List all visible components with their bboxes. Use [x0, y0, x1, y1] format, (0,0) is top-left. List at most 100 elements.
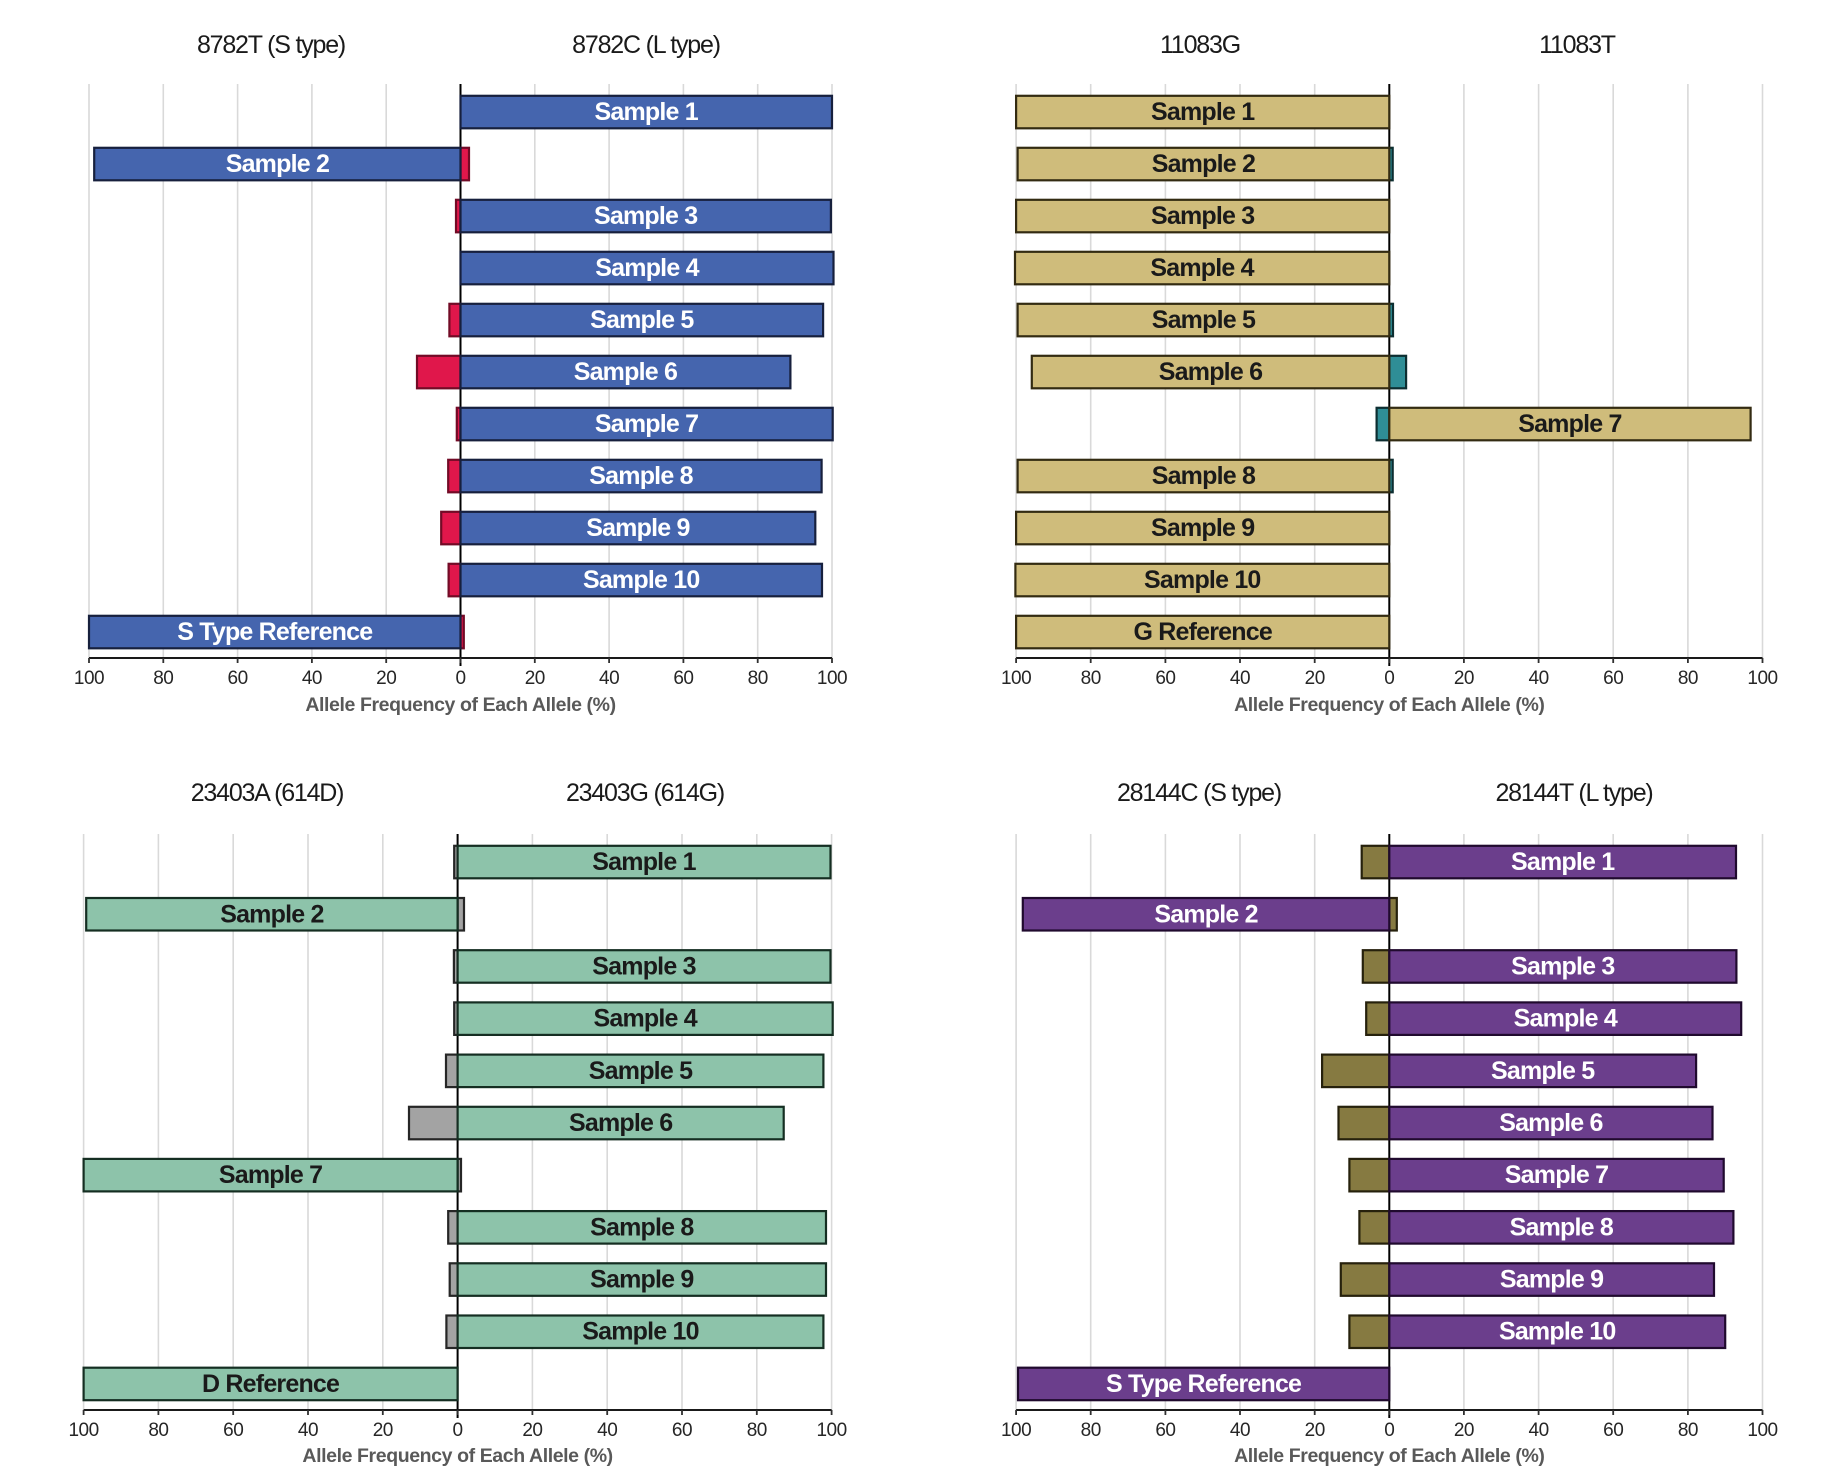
- svg-text:Sample 3: Sample 3: [592, 953, 695, 981]
- svg-text:Sample 8: Sample 8: [1510, 1213, 1614, 1241]
- svg-text:60: 60: [1155, 668, 1175, 689]
- svg-text:Sample 9: Sample 9: [590, 1266, 693, 1294]
- svg-text:Sample 4: Sample 4: [595, 254, 699, 282]
- svg-text:Sample 2: Sample 2: [226, 150, 329, 178]
- svg-text:Allele Frequency of Each Allel: Allele Frequency of Each Allele (%): [1234, 694, 1544, 716]
- svg-text:D Reference: D Reference: [202, 1370, 340, 1398]
- svg-text:40: 40: [298, 1420, 318, 1441]
- svg-text:G Reference: G Reference: [1133, 618, 1272, 646]
- svg-text:Sample 5: Sample 5: [590, 306, 694, 334]
- svg-text:100: 100: [74, 668, 104, 689]
- svg-text:0: 0: [1384, 1420, 1394, 1441]
- svg-text:Sample 1: Sample 1: [1511, 848, 1615, 876]
- svg-text:Sample 7: Sample 7: [219, 1161, 322, 1189]
- svg-text:S Type Reference: S Type Reference: [177, 618, 373, 646]
- svg-text:Sample 4: Sample 4: [594, 1005, 698, 1033]
- svg-text:40: 40: [1230, 1420, 1250, 1441]
- svg-text:Sample 4: Sample 4: [1514, 1005, 1618, 1033]
- svg-text:40: 40: [599, 668, 619, 689]
- svg-text:8782T (S type): 8782T (S type): [197, 31, 345, 59]
- svg-text:Sample 9: Sample 9: [1500, 1266, 1603, 1294]
- svg-text:Sample 2: Sample 2: [1152, 150, 1255, 178]
- svg-text:100: 100: [1747, 1420, 1777, 1441]
- svg-text:80: 80: [1081, 668, 1101, 689]
- svg-text:Sample 7: Sample 7: [1505, 1161, 1608, 1189]
- svg-text:0: 0: [1384, 668, 1394, 689]
- svg-text:Sample 5: Sample 5: [1152, 306, 1256, 334]
- svg-text:80: 80: [1678, 1420, 1698, 1441]
- svg-text:Sample 6: Sample 6: [574, 358, 677, 386]
- svg-text:40: 40: [1529, 1420, 1549, 1441]
- svg-text:20: 20: [1454, 668, 1474, 689]
- svg-text:60: 60: [1603, 668, 1623, 689]
- svg-text:60: 60: [673, 668, 693, 689]
- svg-text:100: 100: [1001, 668, 1031, 689]
- svg-text:Sample 5: Sample 5: [1491, 1057, 1595, 1085]
- svg-text:Sample 6: Sample 6: [1159, 358, 1262, 386]
- svg-text:60: 60: [223, 1420, 243, 1441]
- svg-text:20: 20: [1305, 1420, 1325, 1441]
- svg-text:Sample 9: Sample 9: [586, 514, 689, 542]
- svg-text:20: 20: [522, 1420, 542, 1441]
- svg-text:28144T (L type): 28144T (L type): [1495, 779, 1652, 807]
- svg-text:80: 80: [1081, 1420, 1101, 1441]
- svg-text:40: 40: [1529, 668, 1549, 689]
- svg-text:Sample 7: Sample 7: [595, 410, 698, 438]
- svg-text:80: 80: [747, 1420, 767, 1441]
- svg-text:Sample 4: Sample 4: [1150, 254, 1254, 282]
- svg-text:20: 20: [373, 1420, 393, 1441]
- svg-text:100: 100: [1001, 1420, 1031, 1441]
- svg-text:100: 100: [68, 1420, 98, 1441]
- svg-text:60: 60: [228, 668, 248, 689]
- svg-text:0: 0: [455, 668, 465, 689]
- svg-text:11083G: 11083G: [1160, 31, 1240, 59]
- svg-text:100: 100: [816, 1420, 846, 1441]
- svg-text:Sample 2: Sample 2: [220, 900, 323, 928]
- svg-text:60: 60: [1603, 1420, 1623, 1441]
- svg-text:Sample 8: Sample 8: [1152, 462, 1256, 490]
- svg-text:80: 80: [1678, 668, 1698, 689]
- svg-text:28144C (S type): 28144C (S type): [1117, 779, 1281, 807]
- svg-text:Allele Frequency of Each Allel: Allele Frequency of Each Allele (%): [1234, 1445, 1544, 1467]
- svg-text:Sample 8: Sample 8: [589, 462, 693, 490]
- svg-text:60: 60: [1155, 1420, 1175, 1441]
- svg-text:Sample 1: Sample 1: [1151, 98, 1255, 126]
- svg-text:80: 80: [153, 668, 173, 689]
- svg-text:23403G (614G): 23403G (614G): [566, 779, 724, 807]
- svg-text:Sample 6: Sample 6: [1499, 1109, 1602, 1137]
- svg-text:11083T: 11083T: [1539, 31, 1616, 59]
- svg-text:8782C (L type): 8782C (L type): [572, 31, 720, 59]
- svg-text:Sample 3: Sample 3: [1151, 202, 1254, 230]
- svg-text:60: 60: [672, 1420, 692, 1441]
- svg-text:Sample 2: Sample 2: [1154, 900, 1257, 928]
- svg-text:Sample 10: Sample 10: [1144, 566, 1260, 594]
- svg-text:Sample 1: Sample 1: [595, 98, 699, 126]
- svg-text:100: 100: [817, 668, 847, 689]
- svg-text:20: 20: [525, 668, 545, 689]
- svg-text:Sample 6: Sample 6: [569, 1109, 672, 1137]
- svg-text:Sample 10: Sample 10: [583, 566, 699, 594]
- svg-text:Allele Frequency of Each Allel: Allele Frequency of Each Allele (%): [302, 1445, 612, 1467]
- svg-text:0: 0: [453, 1420, 463, 1441]
- svg-text:Sample 8: Sample 8: [590, 1213, 694, 1241]
- svg-text:40: 40: [302, 668, 322, 689]
- svg-text:Sample 10: Sample 10: [1499, 1318, 1615, 1346]
- svg-text:40: 40: [1230, 668, 1250, 689]
- svg-text:Sample 3: Sample 3: [594, 202, 697, 230]
- svg-text:Sample 7: Sample 7: [1518, 410, 1621, 438]
- svg-text:Sample 9: Sample 9: [1151, 514, 1254, 542]
- svg-text:100: 100: [1747, 668, 1777, 689]
- svg-text:40: 40: [597, 1420, 617, 1441]
- svg-text:23403A (614D): 23403A (614D): [191, 779, 344, 807]
- svg-text:20: 20: [376, 668, 396, 689]
- svg-text:80: 80: [748, 668, 768, 689]
- svg-text:Sample 5: Sample 5: [589, 1057, 693, 1085]
- svg-text:Sample 1: Sample 1: [592, 848, 696, 876]
- svg-text:Allele Frequency of Each Allel: Allele Frequency of Each Allele (%): [305, 694, 615, 716]
- svg-text:Sample 10: Sample 10: [582, 1318, 698, 1346]
- svg-text:20: 20: [1305, 668, 1325, 689]
- svg-text:S Type Reference: S Type Reference: [1106, 1370, 1302, 1398]
- svg-text:80: 80: [148, 1420, 168, 1441]
- svg-text:Sample 3: Sample 3: [1511, 953, 1614, 981]
- svg-text:20: 20: [1454, 1420, 1474, 1441]
